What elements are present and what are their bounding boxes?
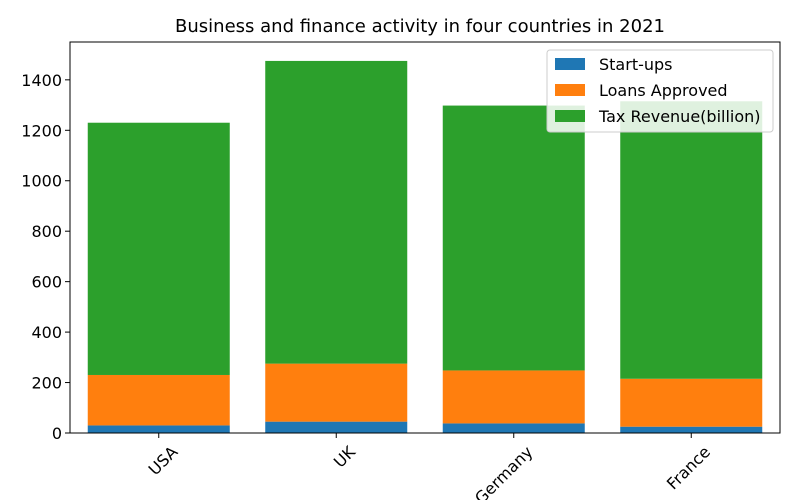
bar-france-series-1 (620, 379, 762, 427)
y-tick-label: 800 (31, 222, 62, 241)
y-axis: 0 200 400 600 800 1000 1200 1400 (21, 71, 70, 443)
y-tick-label: 600 (31, 273, 62, 292)
y-tick-label: 0 (52, 424, 62, 443)
legend-swatch-2 (555, 110, 585, 122)
x-tick-label: France (663, 442, 714, 493)
bar-usa-series-2 (88, 123, 230, 375)
y-tick-label: 1200 (21, 121, 62, 140)
y-tick-label: 400 (31, 323, 62, 342)
chart-title: Business and finance activity in four co… (175, 16, 665, 37)
bar-germany-series-1 (443, 370, 585, 423)
legend-label-0: Start-ups (599, 55, 673, 74)
bar-france-series-2 (620, 101, 762, 378)
y-tick-label: 200 (31, 374, 62, 393)
bar-usa-series-1 (88, 375, 230, 425)
y-tick-label: 1000 (21, 172, 62, 191)
bar-germany-series-0 (443, 423, 585, 433)
x-tick-label: USA (145, 442, 182, 479)
legend: Start-ups Loans Approved Tax Revenue(billi… (547, 50, 773, 132)
legend-label-2: Tax Revenue(billion) (598, 107, 761, 126)
bar-germany-series-2 (443, 106, 585, 371)
x-tick-label: UK (330, 442, 359, 471)
legend-label-1: Loans Approved (599, 81, 728, 100)
bar-uk-series-0 (265, 422, 407, 433)
x-tick-label: Germany (471, 442, 536, 500)
legend-swatch-1 (555, 84, 585, 96)
y-tick-label: 1400 (21, 71, 62, 90)
bar-france-series-0 (620, 427, 762, 433)
bar-uk-series-2 (265, 61, 407, 364)
bar-uk-series-1 (265, 364, 407, 422)
bar-usa-series-0 (88, 425, 230, 433)
legend-swatch-0 (555, 58, 585, 70)
x-axis: USA UK Germany France (145, 433, 714, 500)
